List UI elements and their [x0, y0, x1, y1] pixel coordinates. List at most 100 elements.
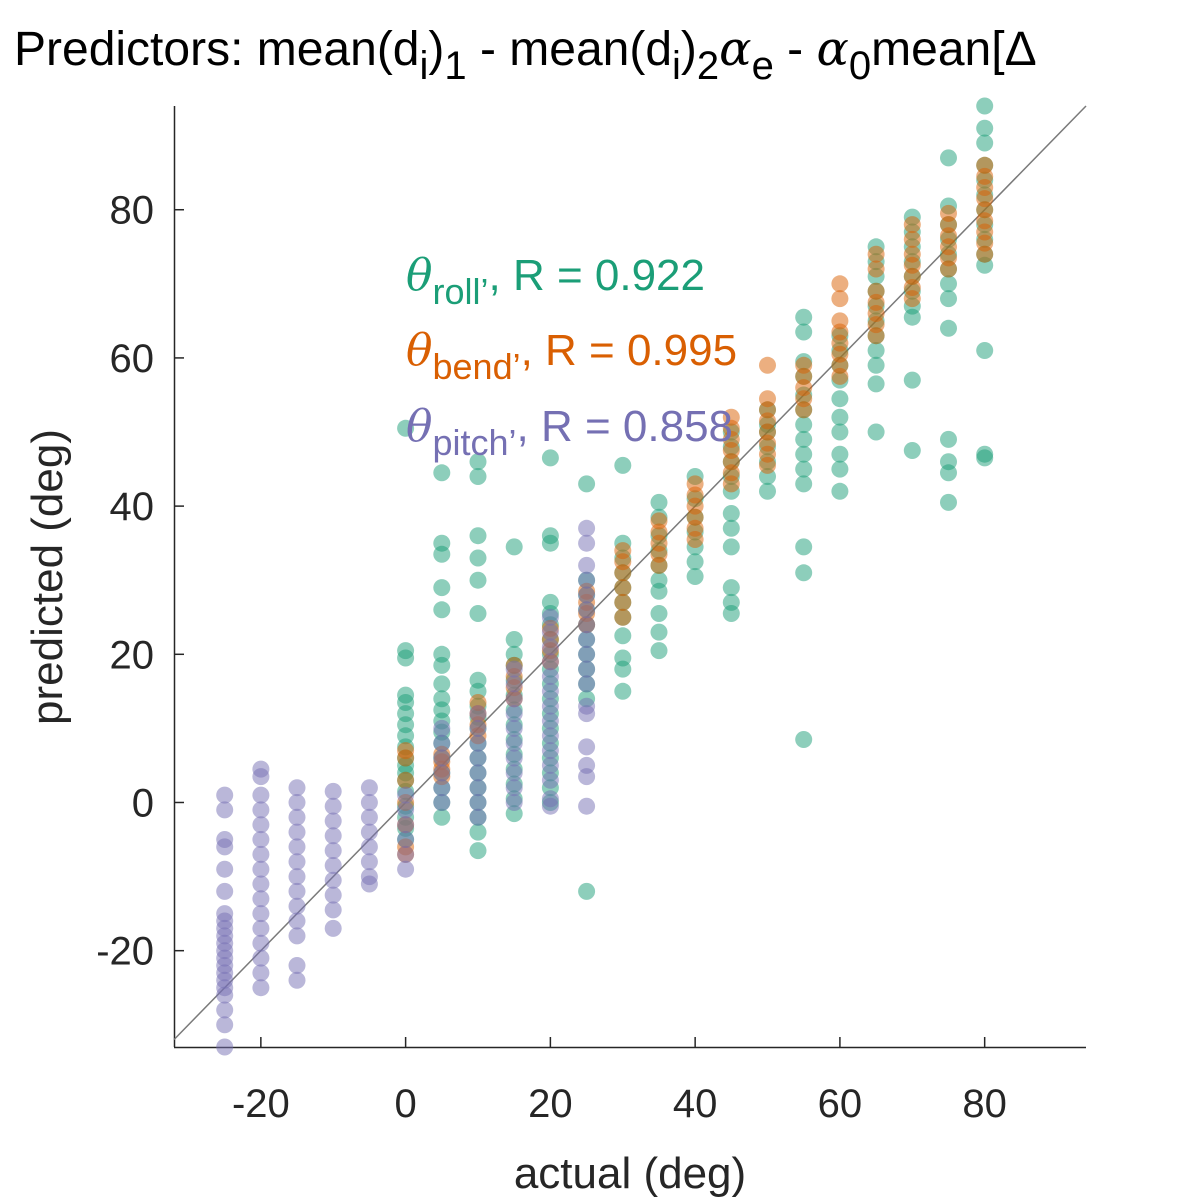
point-roll [940, 275, 957, 293]
x-tick-label: -20 [232, 1082, 290, 1126]
title-segment: e [752, 44, 774, 88]
point-bend [976, 156, 994, 174]
point-pitch [433, 779, 451, 797]
point-roll [831, 390, 849, 408]
point-pitch [578, 601, 596, 619]
point-pitch [252, 801, 270, 819]
annotation-subscript: roll’ [433, 271, 489, 312]
title-segment: α [719, 21, 751, 77]
title-segment: - [774, 23, 817, 76]
axes [173, 106, 1086, 1049]
point-bend [614, 542, 632, 560]
point-bend [722, 408, 740, 426]
point-pitch [397, 845, 415, 863]
point-roll [722, 538, 740, 556]
point-roll [976, 449, 994, 467]
point-pitch [505, 675, 523, 693]
title-segment: i [672, 44, 681, 88]
point-roll [795, 731, 813, 748]
point-pitch [505, 719, 523, 737]
annotation-1: θbend’, R = 0.995 [406, 325, 737, 387]
point-pitch [397, 801, 415, 819]
point-roll [940, 149, 957, 167]
point-pitch [324, 857, 342, 874]
point-bend [759, 356, 776, 374]
point-roll [469, 549, 487, 567]
point-roll [940, 464, 957, 482]
point-pitch [216, 786, 234, 804]
point-roll [469, 453, 487, 471]
point-roll [903, 442, 921, 459]
point-roll [831, 482, 849, 500]
point-roll [469, 605, 487, 622]
point-roll [650, 623, 668, 641]
point-roll [903, 308, 921, 326]
point-roll [614, 627, 632, 645]
point-pitch [505, 779, 523, 797]
point-pitch [578, 797, 596, 815]
point-roll [795, 430, 813, 448]
point-bend [614, 593, 632, 611]
point-pitch [252, 768, 270, 786]
point-roll [650, 605, 668, 622]
point-pitch [578, 660, 596, 678]
point-pitch [541, 756, 559, 774]
point-pitch [216, 838, 234, 856]
point-roll [722, 505, 740, 522]
scatter-points [216, 97, 994, 1056]
point-bend [831, 290, 849, 308]
point-bend [614, 579, 632, 597]
point-roll [578, 475, 596, 493]
point-bend [650, 512, 668, 530]
point-pitch [252, 875, 270, 893]
point-roll [722, 579, 740, 597]
point-roll [940, 493, 957, 511]
annotation-text: , R = 0.922 [489, 251, 705, 300]
point-pitch [541, 742, 559, 760]
point-pitch [433, 764, 451, 782]
annotation-text: , R = 0.858 [517, 402, 733, 451]
annotation-symbol: θ [406, 325, 433, 376]
point-pitch [324, 919, 342, 937]
y-ticks: -20 0 20 40 60 80 [96, 189, 184, 974]
point-pitch [541, 727, 559, 745]
point-pitch [469, 719, 487, 737]
point-pitch [288, 882, 306, 900]
point-pitch [578, 519, 596, 537]
point-roll [650, 493, 668, 511]
point-pitch [469, 779, 487, 797]
point-pitch [252, 860, 270, 878]
point-roll [433, 656, 451, 674]
point-roll [722, 519, 740, 537]
point-roll [795, 323, 813, 341]
point-pitch [360, 838, 378, 856]
point-roll [433, 579, 451, 597]
point-pitch [288, 838, 306, 856]
y-tick-label: 60 [110, 337, 155, 381]
point-pitch [288, 957, 306, 974]
point-pitch [505, 734, 523, 752]
point-pitch [252, 949, 270, 967]
point-roll [614, 660, 632, 678]
point-bend [614, 608, 632, 626]
point-pitch [505, 660, 523, 678]
point-bend [867, 260, 885, 278]
title-segment: - mean(d [467, 23, 672, 76]
point-pitch [578, 616, 596, 634]
point-roll [469, 823, 487, 841]
point-pitch [288, 794, 306, 811]
point-pitch [578, 631, 596, 648]
point-roll [976, 119, 994, 137]
point-pitch [505, 690, 523, 708]
point-pitch [288, 971, 306, 989]
point-pitch [252, 890, 270, 908]
point-roll [397, 649, 415, 667]
point-pitch [360, 794, 378, 811]
chart-title: Predictors: mean(di)1 - mean(di)2αe - α0… [14, 21, 1037, 88]
point-pitch [252, 905, 270, 923]
point-bend [831, 275, 849, 293]
point-roll [867, 356, 885, 374]
point-pitch [397, 860, 415, 878]
point-pitch [469, 764, 487, 782]
